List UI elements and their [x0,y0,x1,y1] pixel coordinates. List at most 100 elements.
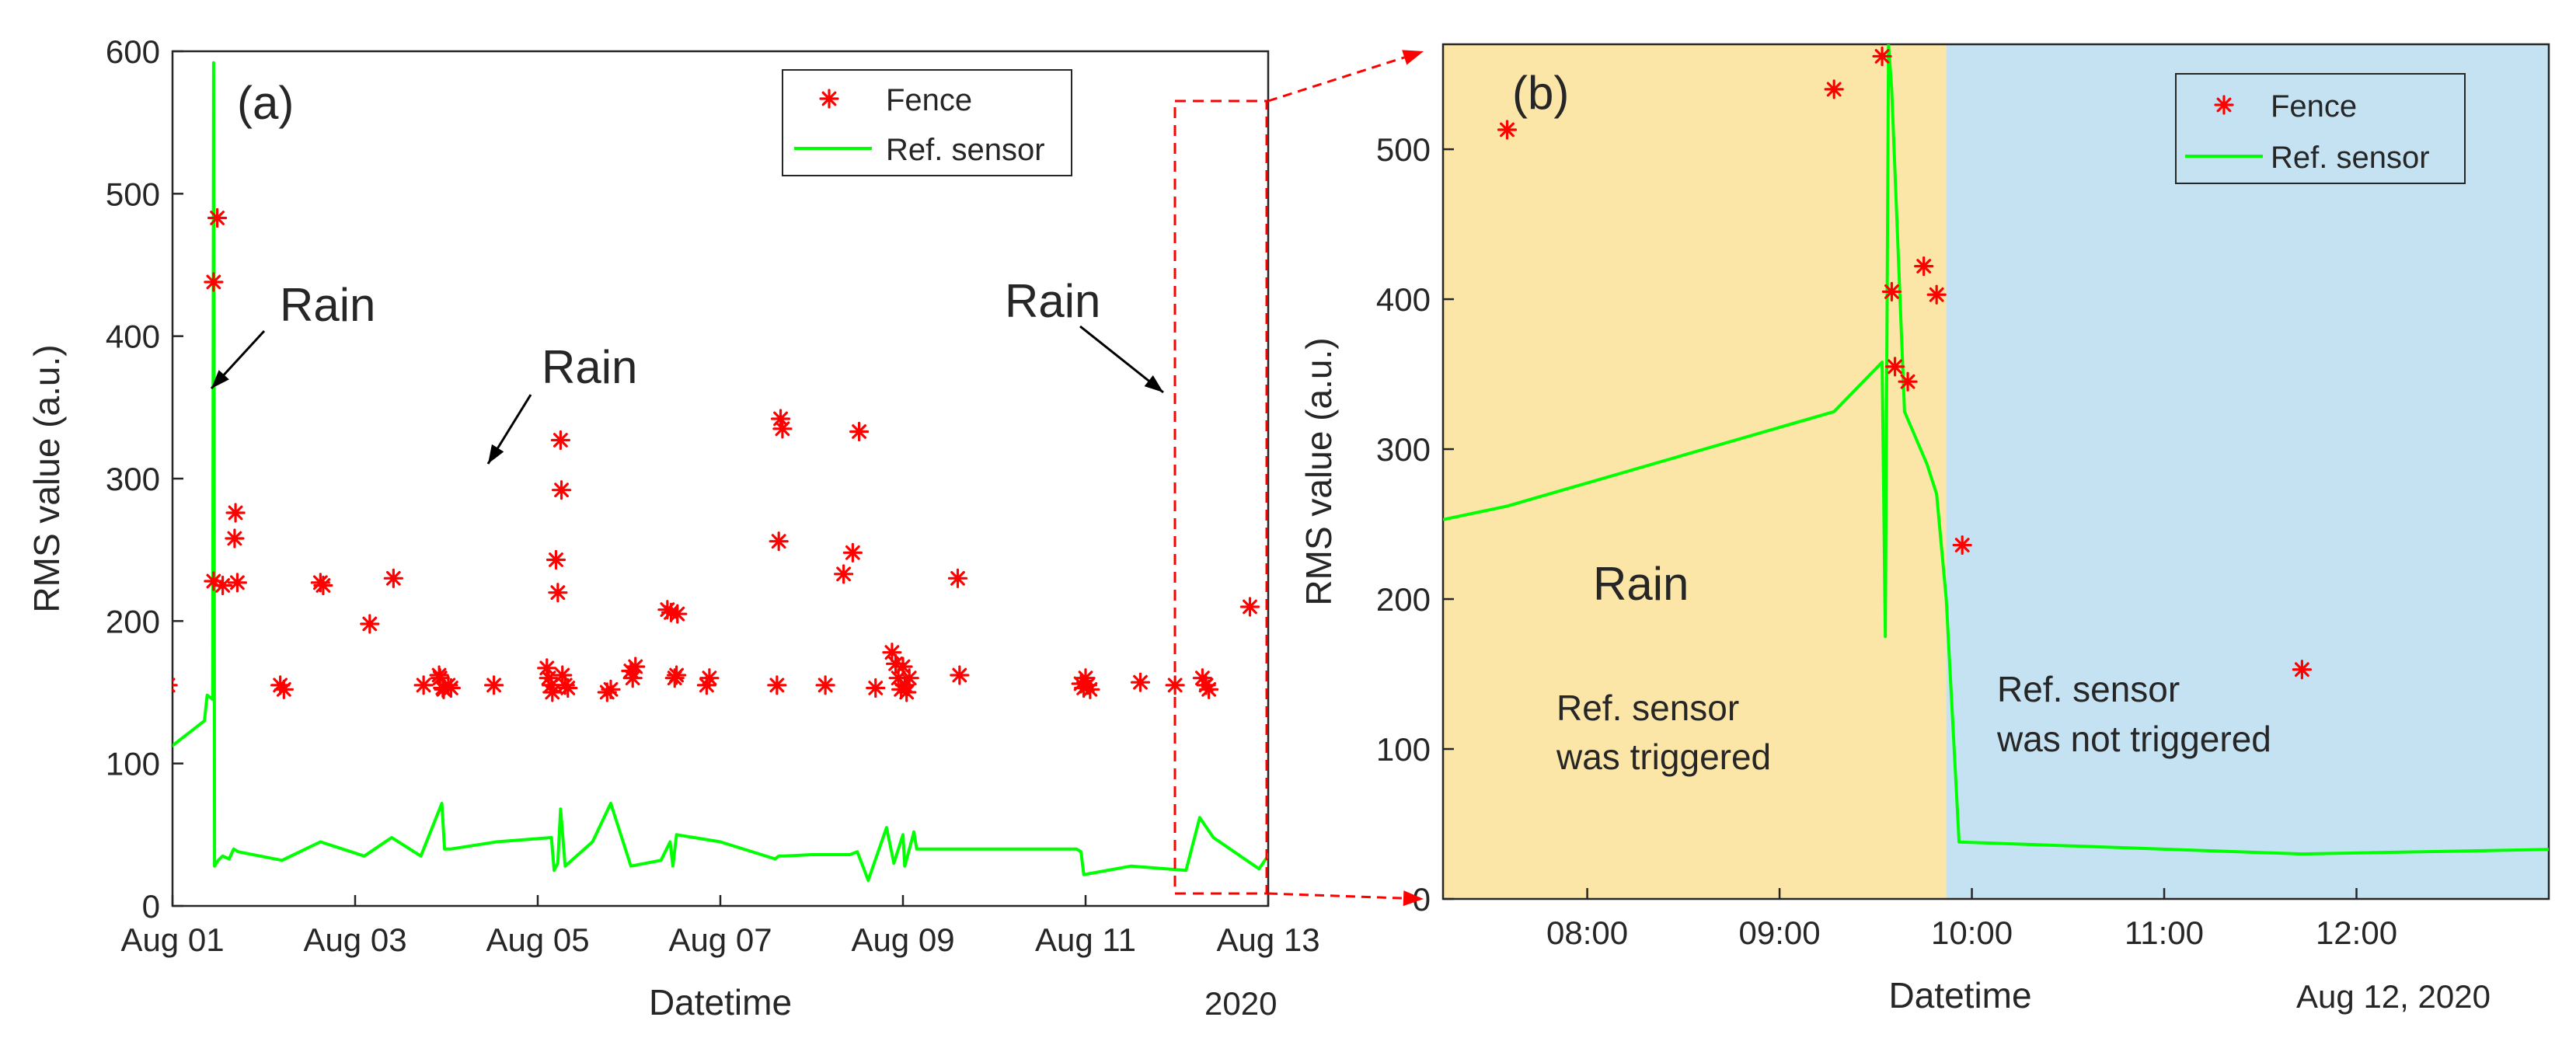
fence-point [213,575,233,596]
fence-point [1199,679,1219,699]
legend-fence-marker [819,89,839,109]
zoom-region-box [1173,99,1268,895]
panel-label-b: (b) [1512,67,1569,119]
rain-annotation: Rain [542,341,637,393]
x-tick-label: 12:00 [2316,914,2397,951]
fence-point [1824,79,1844,99]
fence-point [1914,256,1934,277]
fence-point [1309,680,1326,697]
fence-point [601,679,621,699]
region-not-triggered-line1: Ref. sensor [1997,669,2180,709]
fence-point [1239,597,1260,617]
plot-data-b [1443,44,2549,856]
fence-point [1130,672,1151,692]
ref-sensor-line [173,61,1268,882]
y-tick-label: 300 [106,461,160,497]
fence-point [849,421,870,442]
plot-data-a [173,61,1332,882]
fence-point [1287,164,1304,181]
region-triggered-line2: was triggered [1556,737,1771,777]
fence-point [1872,46,1892,67]
x-tick-label: Aug 05 [486,921,589,958]
fence-point [699,668,720,688]
legend-fence-label: Fence [2271,89,2357,124]
x-tick-label: Aug 03 [303,921,406,958]
fence-point [769,531,789,552]
fence-point [947,568,968,588]
fence-point [551,480,572,500]
x-tick-label: 10:00 [1931,914,2013,951]
rain-annotation: Rain [280,279,375,331]
fence-point [1293,321,1310,338]
x-tick-label: Aug 01 [120,921,224,958]
fence-point [899,668,919,688]
panel-label-a: (a) [237,77,294,129]
y-axis-label: RMS value (a.u.) [1298,337,1339,605]
fence-point [2292,660,2313,680]
callout-arrow [1267,56,1405,103]
y-tick-label: 500 [106,176,160,212]
fence-point [668,604,688,624]
y-tick-label: 400 [106,319,160,355]
fence-point [1898,371,1918,392]
fence-point [548,583,568,603]
fence-point [815,675,835,695]
fence-point [1315,677,1332,694]
x-tick-label: Aug 07 [668,921,772,958]
fence-point [1952,535,1972,556]
plot-area-a [171,50,1270,907]
fence-point [772,419,793,439]
fence-point [893,657,913,677]
x-tick-label: Aug 13 [1216,921,1319,958]
fence-point [866,678,886,698]
x-tick-label: 11:00 [2125,914,2204,951]
fence-point [1291,121,1308,138]
y-tick-label: 600 [106,33,160,70]
fence-point [1881,281,1902,302]
fence-point [842,542,863,563]
fence-point [550,430,570,451]
fence-point [626,657,646,677]
x-axis-label: Datetime [1889,975,2032,1015]
fence-point [274,679,294,699]
plot-area-b [1441,43,2550,900]
fence-point [834,564,854,584]
rain-region [1443,44,1947,899]
x-tick-label: Aug 11 [1035,921,1136,958]
y-tick-label: 100 [1376,731,1431,768]
fence-point [539,668,559,688]
rain-annotation: Rain [1005,275,1100,327]
y-tick-label: 300 [1376,431,1431,468]
y-tick-label: 100 [106,746,160,782]
x-tick-label: Aug 09 [851,921,954,958]
fence-point [225,528,245,549]
fence-point [483,675,504,695]
annotation-arrowhead [211,370,229,388]
annotation-arrowhead [1144,375,1163,392]
x-tick-label: 09:00 [1739,914,1821,951]
fence-point [441,678,461,698]
annotation-arrowhead [488,444,504,464]
x-secondary-label: 2020 [1204,985,1277,1022]
y-tick-label: 400 [1376,281,1431,318]
y-tick-label: 200 [106,603,160,639]
legend-box [2175,73,2466,184]
fence-point [360,614,380,634]
fence-point [542,682,563,702]
fence-point [950,665,970,685]
x-secondary-label: Aug 12, 2020 [2296,978,2491,1015]
legend-ref-label: Ref. sensor [886,133,1045,167]
fence-point [1497,120,1518,140]
fence-point [1292,296,1309,313]
y-tick-label: 0 [142,888,160,925]
legend-fence-marker [2214,95,2234,115]
fence-point [897,682,917,702]
fence-point [1271,667,1288,684]
fence-point [313,575,333,596]
fence-point [1884,357,1905,377]
region-not-triggered-line2: was not triggered [1996,719,2271,759]
fence-point [546,549,566,570]
y-tick-label: 500 [1376,131,1431,168]
fence-point [882,643,902,663]
